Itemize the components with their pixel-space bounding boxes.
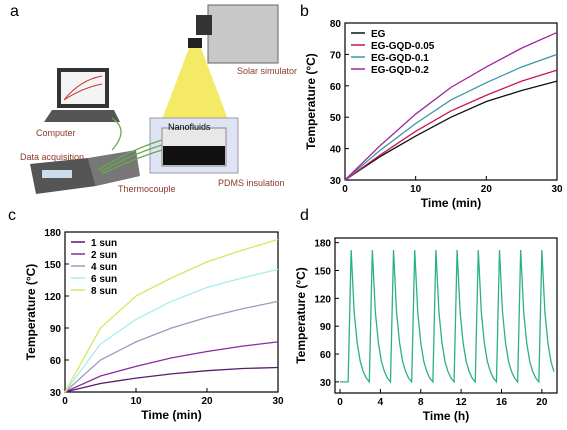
x-tick-label: 12 bbox=[456, 397, 468, 408]
lens bbox=[188, 38, 202, 48]
diagram-label: Thermocouple bbox=[118, 184, 176, 194]
light-beam bbox=[158, 48, 232, 130]
legend-label: EG-GQD-0.2 bbox=[371, 65, 429, 76]
y-axis-label: Temperature (°C) bbox=[294, 267, 308, 364]
y-tick-label: 90 bbox=[50, 324, 62, 335]
y-tick-label: 80 bbox=[330, 19, 342, 30]
nanofluid bbox=[163, 146, 225, 165]
y-tick-label: 60 bbox=[320, 350, 332, 361]
y-tick-label: 30 bbox=[320, 378, 332, 389]
x-tick-label: 0 bbox=[62, 396, 68, 407]
data-line bbox=[64, 300, 279, 393]
x-tick-label: 30 bbox=[551, 184, 563, 195]
x-tick-label: 10 bbox=[130, 396, 142, 407]
y-tick-label: 40 bbox=[330, 145, 342, 156]
panel-label: c bbox=[8, 207, 16, 224]
diagram-label: Data acquisition bbox=[20, 152, 84, 162]
y-tick-label: 30 bbox=[330, 176, 342, 187]
legend-label: EG-GQD-0.1 bbox=[371, 53, 429, 64]
x-axis-label: Time (min) bbox=[141, 408, 201, 422]
x-tick-label: 4 bbox=[378, 397, 384, 408]
data-line bbox=[344, 53, 558, 181]
x-tick-label: 0 bbox=[337, 397, 343, 408]
daq-display bbox=[42, 170, 72, 178]
y-tick-label: 60 bbox=[50, 356, 62, 367]
legend-label: 8 sun bbox=[91, 286, 117, 297]
x-tick-label: 0 bbox=[342, 184, 348, 195]
panel-label: a bbox=[10, 3, 19, 20]
x-tick-label: 20 bbox=[201, 396, 213, 407]
y-tick-label: 50 bbox=[330, 113, 342, 124]
y-tick-label: 180 bbox=[44, 228, 61, 239]
y-axis-label: Temperature (°C) bbox=[304, 53, 318, 150]
panel-label: d bbox=[300, 207, 309, 224]
y-tick-label: 150 bbox=[44, 260, 61, 271]
screen-plot bbox=[63, 75, 103, 101]
y-tick-label: 120 bbox=[314, 294, 331, 305]
panel-label: b bbox=[300, 3, 309, 20]
plot-frame bbox=[334, 237, 558, 394]
legend-label: 1 sun bbox=[91, 238, 117, 249]
data-line bbox=[344, 80, 558, 181]
x-tick-label: 20 bbox=[536, 397, 548, 408]
data-line bbox=[64, 268, 279, 393]
diagram-label: Nanofluids bbox=[168, 122, 211, 132]
wires bbox=[97, 117, 163, 175]
data-line bbox=[64, 341, 279, 393]
data-line bbox=[64, 238, 279, 393]
x-tick-label: 20 bbox=[481, 184, 493, 195]
y-tick-label: 150 bbox=[314, 266, 331, 277]
legend-label: 2 sun bbox=[91, 250, 117, 261]
laptop-keyboard bbox=[44, 110, 120, 122]
legend-label: 6 sun bbox=[91, 274, 117, 285]
diagram-label: Solar simulator bbox=[237, 66, 297, 76]
solar-simulator bbox=[207, 4, 279, 64]
data-line bbox=[64, 366, 279, 393]
y-tick-label: 70 bbox=[330, 50, 342, 61]
legend-label: EG-GQD-0.05 bbox=[371, 41, 435, 52]
x-tick-label: 16 bbox=[496, 397, 508, 408]
data-line bbox=[344, 69, 558, 181]
legend-label: 4 sun bbox=[91, 262, 117, 273]
diagram-label: PDMS insulation bbox=[218, 178, 285, 188]
y-tick-label: 180 bbox=[314, 239, 331, 250]
data-line bbox=[344, 31, 558, 181]
lamp-head bbox=[196, 15, 212, 35]
x-tick-label: 10 bbox=[410, 184, 422, 195]
x-tick-label: 30 bbox=[272, 396, 284, 407]
y-axis-label: Temperature (°C) bbox=[24, 264, 38, 361]
data-line bbox=[340, 250, 555, 384]
x-tick-label: 8 bbox=[418, 397, 424, 408]
x-axis-label: Time (min) bbox=[421, 196, 481, 210]
y-tick-label: 30 bbox=[50, 388, 62, 399]
diagram-label: Computer bbox=[36, 128, 76, 138]
y-tick-label: 120 bbox=[44, 292, 61, 303]
x-axis-label: Time (h) bbox=[423, 409, 469, 423]
y-tick-label: 90 bbox=[320, 322, 332, 333]
legend-label: EG bbox=[371, 29, 386, 40]
y-tick-label: 60 bbox=[330, 82, 342, 93]
plot-frame bbox=[344, 22, 558, 181]
setup-diagram: a Solar simulator Nanofluids Computer Da… bbox=[10, 3, 297, 194]
plot-frame bbox=[64, 231, 279, 393]
